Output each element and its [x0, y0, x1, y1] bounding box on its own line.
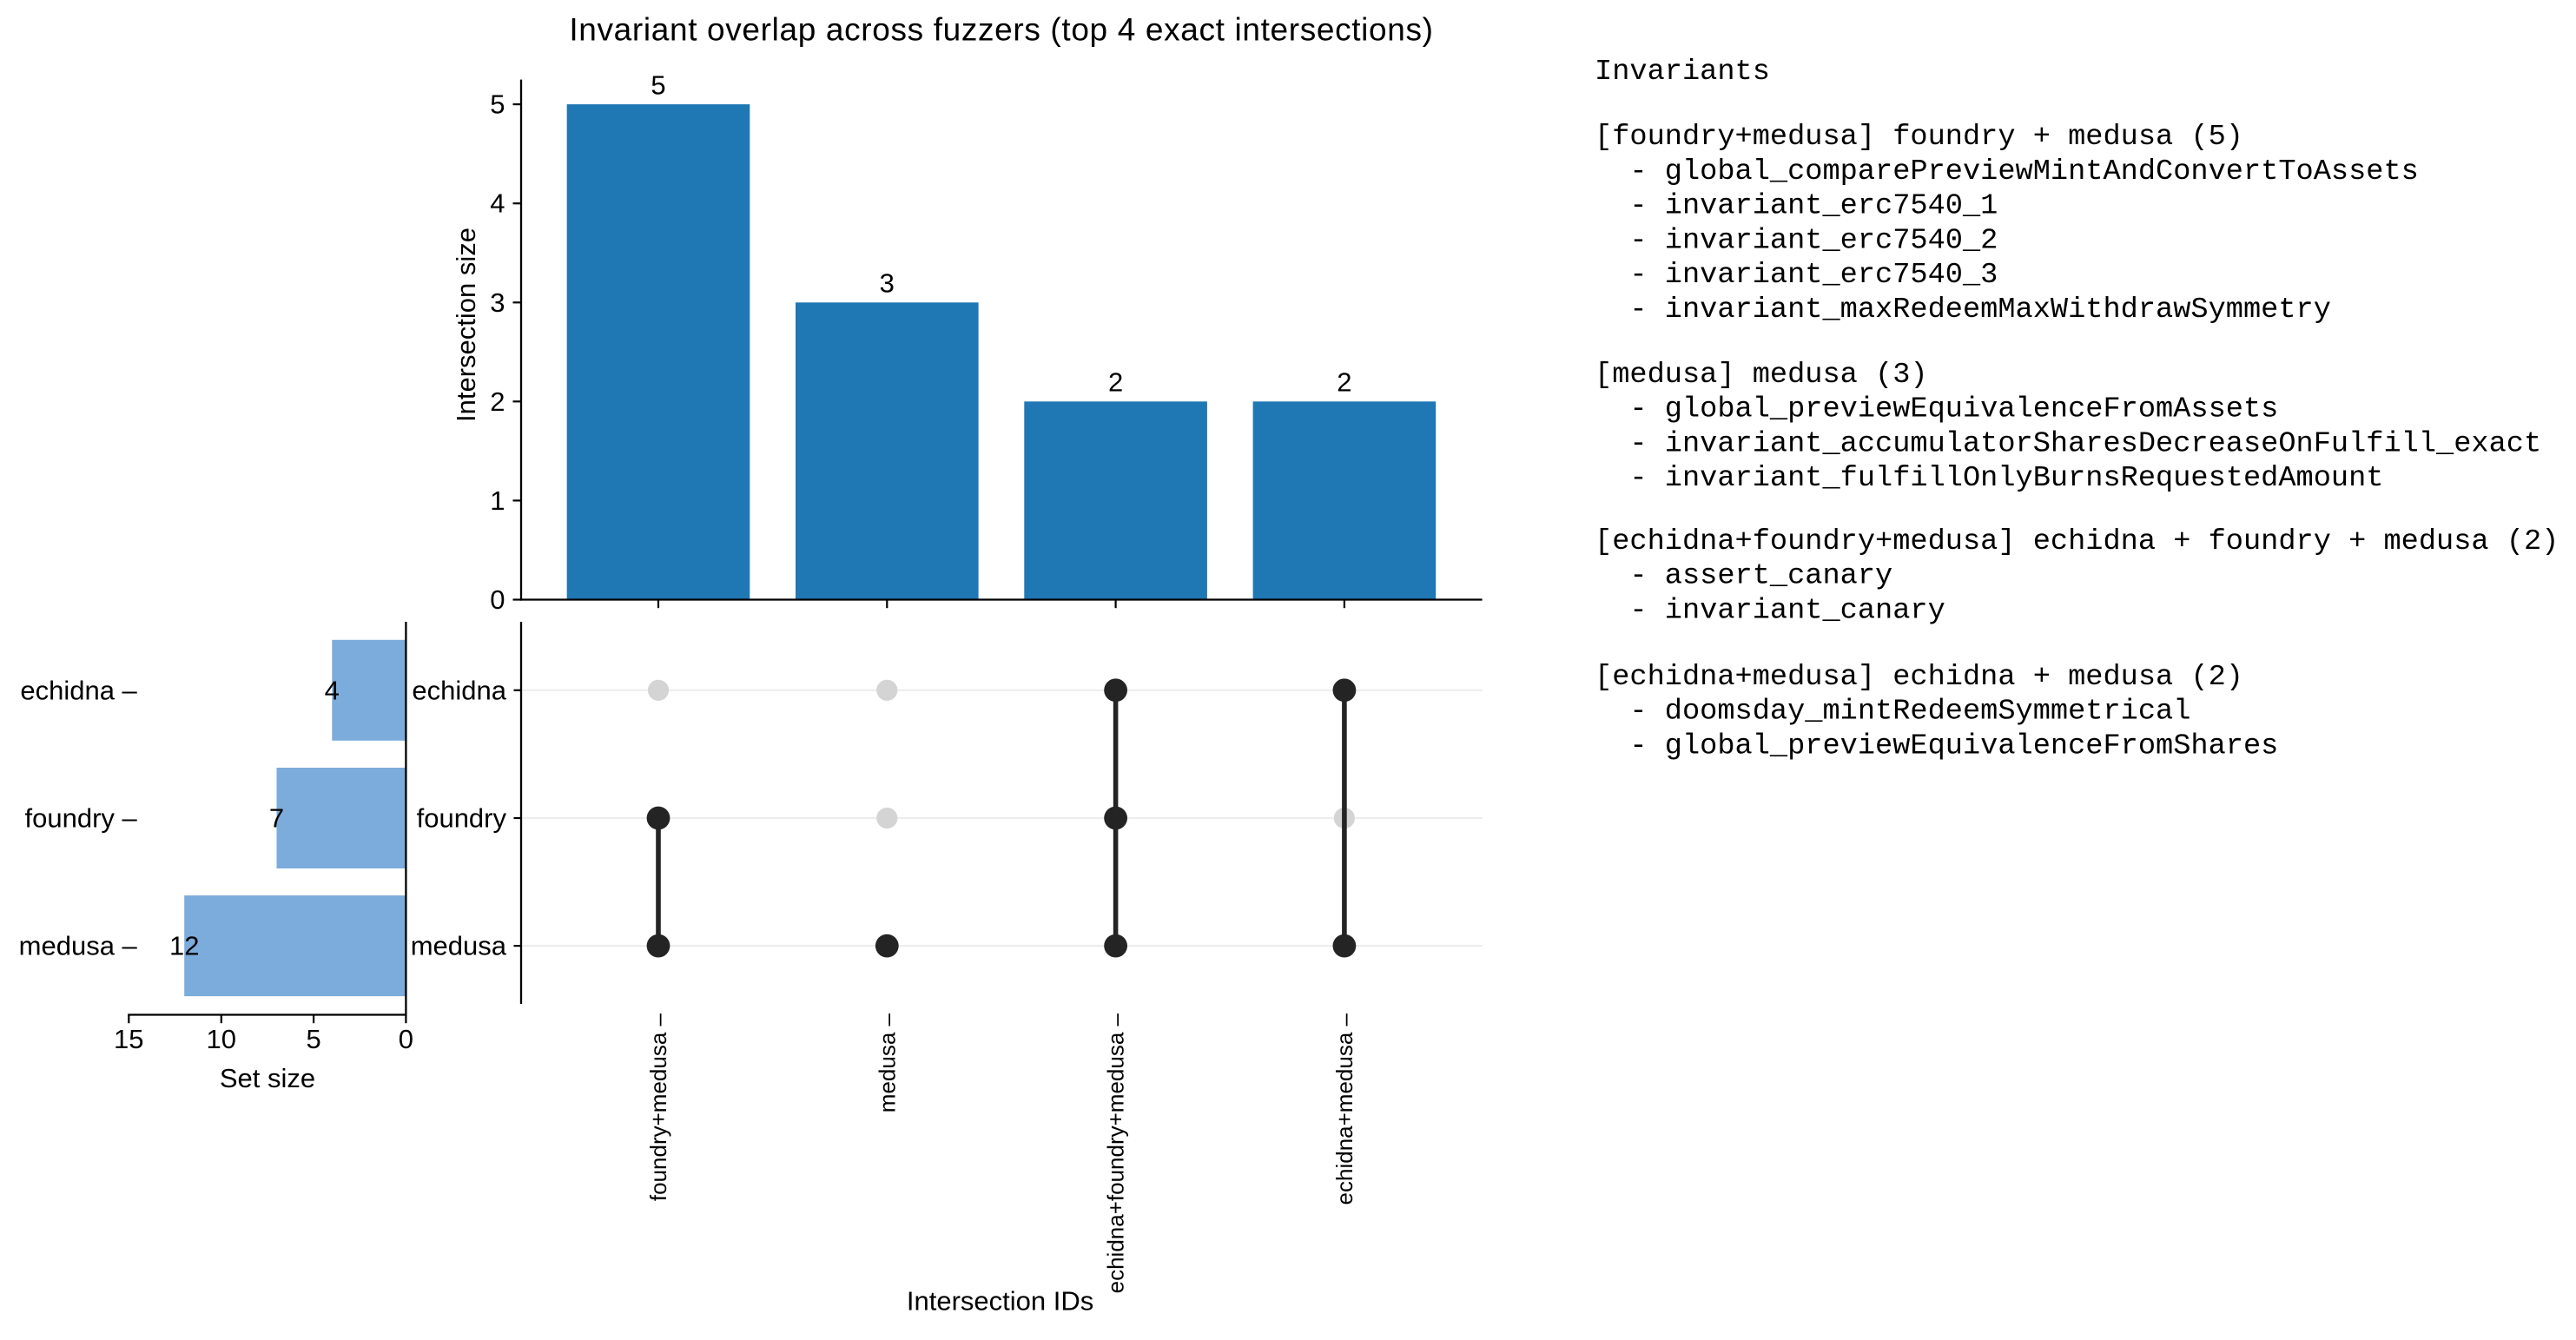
svg-text:- invariant_accumulatorSharesD: - invariant_accumulatorSharesDecreaseOnF…	[1629, 427, 2541, 460]
svg-text:echidna+medusa –: echidna+medusa –	[1331, 1013, 1357, 1205]
svg-text:- global_previewEquivalenceFro: - global_previewEquivalenceFromAssets	[1629, 393, 2278, 426]
svg-text:- invariant_erc7540_2: - invariant_erc7540_2	[1629, 224, 1998, 257]
svg-text:0: 0	[490, 584, 505, 615]
svg-text:[echidna+foundry+medusa] echid: [echidna+foundry+medusa] echidna + found…	[1595, 525, 2559, 558]
svg-text:- global_comparePreviewMintAnd: - global_comparePreviewMintAndConvertToA…	[1629, 155, 2418, 188]
svg-text:- invariant_erc7540_1: - invariant_erc7540_1	[1629, 190, 1998, 223]
svg-text:5: 5	[490, 89, 505, 120]
svg-text:foundry –: foundry –	[25, 803, 138, 834]
svg-text:7: 7	[269, 803, 284, 834]
svg-text:10: 10	[207, 1024, 236, 1054]
svg-text:Invariants: Invariants	[1595, 56, 1770, 89]
svg-text:[echidna+medusa] echidna + med: [echidna+medusa] echidna + medusa (2)	[1595, 661, 2243, 694]
svg-text:Set size: Set size	[220, 1063, 315, 1093]
svg-text:echidna+foundry+medusa –: echidna+foundry+medusa –	[1103, 1013, 1129, 1293]
svg-text:- assert_canary: - assert_canary	[1629, 560, 1892, 593]
svg-text:Intersection size: Intersection size	[451, 228, 481, 422]
svg-text:0: 0	[399, 1024, 413, 1054]
svg-text:[foundry+medusa] foundry + med: [foundry+medusa] foundry + medusa (5)	[1595, 121, 2243, 154]
svg-text:2: 2	[1108, 367, 1123, 398]
svg-text:Intersection IDs: Intersection IDs	[907, 1286, 1093, 1317]
svg-text:Invariant overlap across fuzze: Invariant overlap across fuzzers (top 4 …	[569, 11, 1433, 47]
svg-text:2: 2	[1337, 367, 1351, 398]
svg-text:4: 4	[490, 188, 505, 219]
svg-text:foundry+medusa –: foundry+medusa –	[645, 1013, 671, 1201]
svg-text:- invariant_canary: - invariant_canary	[1629, 594, 1945, 627]
svg-text:echidna –: echidna –	[20, 675, 137, 705]
svg-text:medusa: medusa	[411, 931, 507, 961]
svg-text:echidna: echidna	[412, 675, 506, 705]
svg-text:1: 1	[490, 485, 505, 516]
svg-text:- invariant_maxRedeemMaxWithdr: - invariant_maxRedeemMaxWithdrawSymmetry	[1629, 294, 2331, 327]
svg-text:- doomsday_mintRedeemSymmetric: - doomsday_mintRedeemSymmetrical	[1629, 696, 2190, 729]
svg-text:12: 12	[169, 931, 199, 961]
svg-text:5: 5	[651, 70, 665, 101]
svg-text:15: 15	[114, 1024, 143, 1054]
svg-text:4: 4	[325, 675, 340, 705]
svg-text:3: 3	[490, 287, 505, 318]
svg-text:- invariant_erc7540_3: - invariant_erc7540_3	[1629, 259, 1998, 292]
svg-text:- global_previewEquivalenceFro: - global_previewEquivalenceFromShares	[1629, 729, 2278, 762]
svg-text:3: 3	[880, 268, 895, 299]
svg-text:2: 2	[490, 386, 505, 417]
svg-text:medusa –: medusa –	[874, 1013, 900, 1112]
svg-text:foundry: foundry	[417, 803, 507, 834]
svg-text:- invariant_fulfillOnlyBurnsRe: - invariant_fulfillOnlyBurnsRequestedAmo…	[1629, 462, 2383, 495]
svg-text:medusa –: medusa –	[19, 931, 138, 961]
svg-text:[medusa] medusa (3): [medusa] medusa (3)	[1595, 359, 1928, 392]
svg-text:5: 5	[306, 1024, 320, 1054]
